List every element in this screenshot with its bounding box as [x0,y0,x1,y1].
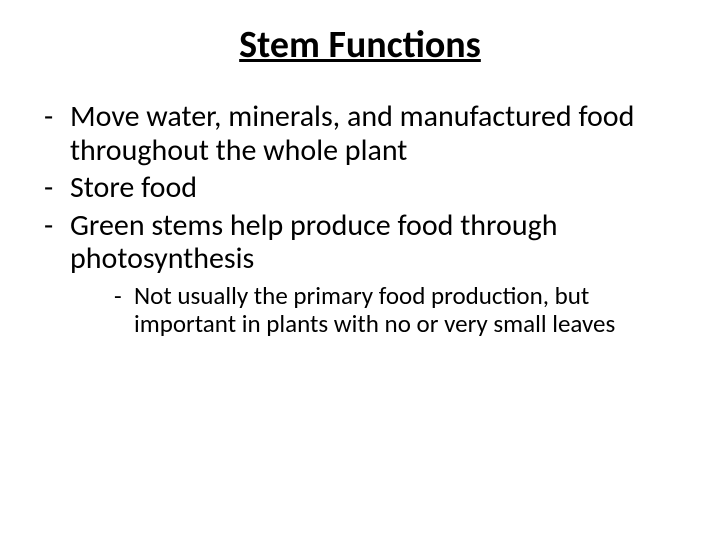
bullet-list-level1: Move water, minerals, and manufactured f… [34,100,684,339]
list-item: Not usually the primary food production,… [104,282,684,339]
list-item: Green stems help produce food through ph… [34,209,684,339]
list-item: Store food [34,171,684,205]
bullet-list-level2: Not usually the primary food production,… [70,282,684,339]
bullet-text: Store food [70,169,197,206]
bullet-text: Move water, minerals, and manufactured f… [70,98,634,169]
bullet-text: Green stems help produce food through ph… [70,207,557,278]
list-item: Move water, minerals, and manufactured f… [34,100,684,167]
subbullet-text: Not usually the primary food production,… [134,280,615,340]
slide: Stem Functions Move water, minerals, and… [0,0,720,540]
slide-body: Move water, minerals, and manufactured f… [34,100,684,343]
slide-title: Stem Functions [0,22,720,68]
